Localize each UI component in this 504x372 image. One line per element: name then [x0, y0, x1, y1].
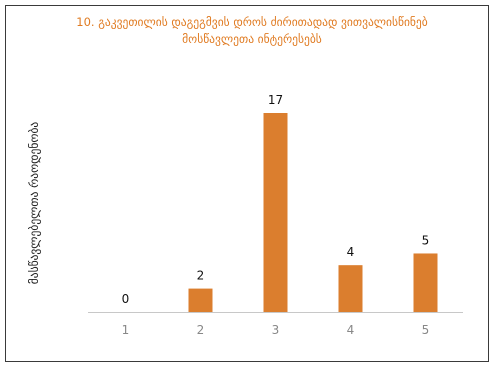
bar-3 — [263, 113, 288, 312]
chart-frame — [5, 5, 489, 362]
data-label-3: 17 — [268, 93, 283, 107]
x-tick-label-1: 1 — [122, 323, 130, 337]
chart-title-line-1: 10. გაკვეთილის დაგეგმვის დროს ძირითადად … — [76, 15, 428, 29]
data-label-2: 2 — [197, 269, 205, 283]
x-tick-label-4: 4 — [347, 323, 355, 337]
bar-5 — [413, 253, 438, 312]
x-tick-label-5: 5 — [422, 323, 430, 337]
bar-2 — [188, 288, 213, 312]
chart-title: 10. გაკვეთილის დაგეგმვის დროს ძირითადად … — [0, 14, 504, 48]
chart-title-line-2: მოსწავლეთა ინტერესებს — [182, 32, 322, 46]
data-label-4: 4 — [347, 245, 355, 259]
x-tick-label-3: 3 — [272, 323, 280, 337]
data-label-1: 0 — [122, 292, 130, 306]
bar-4 — [338, 265, 363, 312]
x-tick-label-2: 2 — [197, 323, 205, 337]
data-label-5: 5 — [422, 233, 430, 247]
